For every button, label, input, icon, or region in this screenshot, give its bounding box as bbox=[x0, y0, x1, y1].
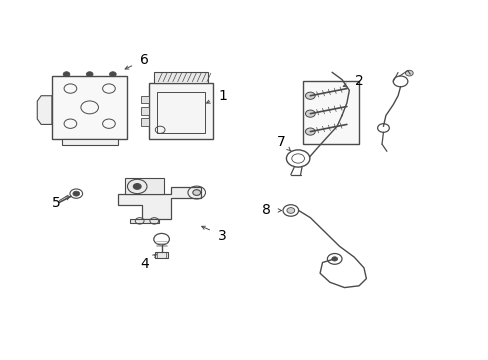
Bar bbox=[130, 219, 159, 223]
Circle shape bbox=[109, 72, 116, 77]
Bar bbox=[141, 96, 149, 103]
Circle shape bbox=[305, 128, 315, 135]
Bar bbox=[303, 81, 358, 144]
Text: 3: 3 bbox=[218, 229, 226, 243]
Circle shape bbox=[86, 72, 93, 77]
Circle shape bbox=[133, 184, 141, 189]
Polygon shape bbox=[61, 139, 118, 145]
Text: 1: 1 bbox=[218, 89, 226, 103]
Text: 2: 2 bbox=[354, 75, 363, 89]
Polygon shape bbox=[125, 178, 163, 194]
Circle shape bbox=[192, 190, 200, 195]
Polygon shape bbox=[37, 96, 52, 125]
Circle shape bbox=[73, 191, 80, 196]
Bar bbox=[149, 83, 212, 139]
Bar bbox=[52, 76, 127, 139]
Circle shape bbox=[286, 208, 294, 213]
Bar bbox=[141, 107, 149, 114]
Circle shape bbox=[63, 72, 70, 77]
Text: 4: 4 bbox=[140, 257, 149, 271]
Text: 8: 8 bbox=[262, 203, 270, 217]
Bar bbox=[157, 92, 205, 134]
Bar bbox=[155, 252, 168, 258]
Polygon shape bbox=[118, 187, 200, 220]
Bar bbox=[141, 118, 149, 126]
Circle shape bbox=[305, 92, 315, 99]
Text: 5: 5 bbox=[52, 196, 61, 210]
Circle shape bbox=[331, 257, 337, 261]
Circle shape bbox=[405, 70, 412, 76]
Bar bbox=[154, 72, 207, 83]
Text: 7: 7 bbox=[276, 135, 285, 149]
Text: 6: 6 bbox=[140, 53, 149, 67]
Circle shape bbox=[305, 110, 315, 117]
